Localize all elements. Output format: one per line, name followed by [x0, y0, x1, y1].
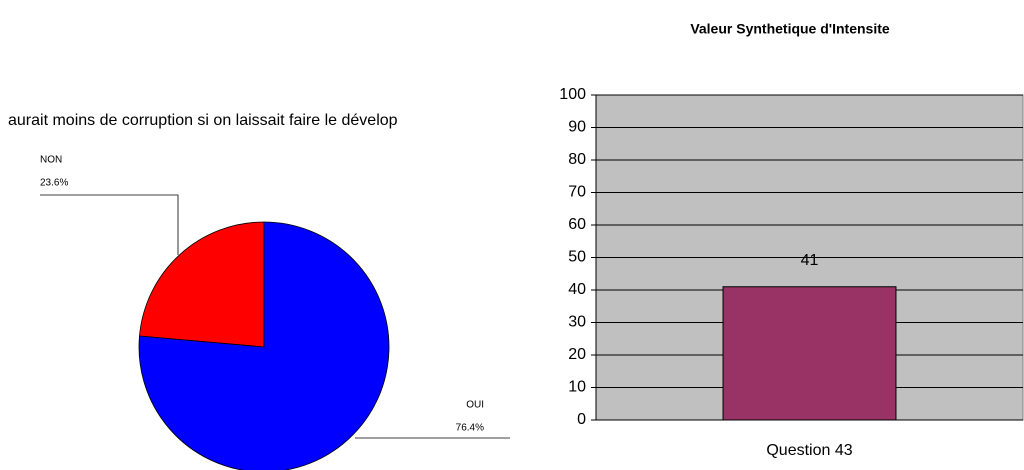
slice-label: NON	[40, 155, 62, 166]
y-tick-label: 0	[577, 411, 586, 428]
y-tick-label: 50	[568, 249, 586, 266]
y-tick-label: 10	[568, 379, 586, 396]
bar-value-label: 41	[801, 252, 819, 269]
pie-title: aurait moins de corruption si on laissai…	[8, 112, 398, 129]
y-tick-label: 40	[568, 281, 586, 298]
leader-line	[40, 194, 179, 255]
x-tick-label: Question 43	[766, 442, 852, 459]
y-tick-label: 100	[559, 86, 586, 103]
bar-title: Valeur Synthetique d'Intensite	[690, 21, 890, 37]
slice-label: OUI	[466, 400, 484, 411]
slice-value-label: 23.6%	[40, 178, 68, 189]
y-tick-label: 70	[568, 184, 586, 201]
bar	[722, 286, 897, 421]
y-tick-label: 60	[568, 216, 586, 233]
pie-slice	[139, 221, 265, 348]
slice-value-label: 76.4%	[456, 423, 484, 434]
y-tick-label: 30	[568, 314, 586, 331]
y-tick-label: 20	[568, 346, 586, 363]
pie-slice	[138, 221, 390, 470]
y-tick-label: 80	[568, 151, 586, 168]
y-tick-label: 90	[568, 119, 586, 136]
